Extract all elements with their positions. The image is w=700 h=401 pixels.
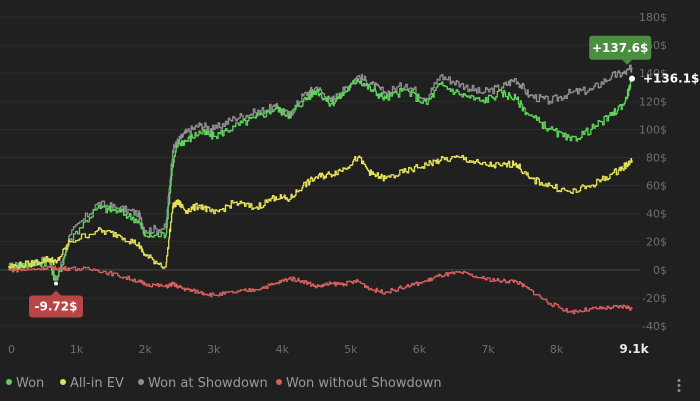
- legend-label: All-in EV: [70, 376, 124, 391]
- grid-lines: [0, 16, 640, 327]
- min-point-marker: [53, 280, 59, 287]
- x-tick-label: 2k: [138, 343, 152, 356]
- y-tick-label: 0$: [653, 264, 667, 277]
- y-tick-label: 20$: [646, 236, 667, 249]
- x-tick-label: 6k: [413, 343, 427, 356]
- y-tick-label: 80$: [646, 151, 667, 164]
- chart-legend[interactable]: Won All-in EV Won at Showdown Won without S…: [6, 376, 442, 391]
- legend-item-all-in-ev[interactable]: All-in EV: [60, 376, 124, 391]
- legend-marker: [276, 379, 282, 385]
- legend-marker: [138, 379, 144, 385]
- legend-marker: [6, 379, 12, 385]
- x-tick-label: 3k: [207, 343, 221, 356]
- x-tick-label: 1k: [70, 343, 84, 356]
- legend-item-won-without-showdown[interactable]: Won without Showdown: [276, 376, 442, 391]
- x-tick-label: 8k: [550, 343, 564, 356]
- series-line-won-at-showdown: [8, 64, 633, 282]
- series-line-won: [8, 76, 633, 285]
- legend-label: Won without Showdown: [286, 376, 442, 391]
- max-badge-label: +137.6$: [592, 41, 648, 55]
- y-tick-label: 100$: [639, 123, 667, 136]
- y-tick-label: -40$: [642, 320, 667, 333]
- y-tick-label: -20$: [642, 292, 667, 305]
- y-tick-label: 40$: [646, 208, 667, 221]
- y-axis-ticks: 180$160$140$120$100$80$60$40$20$0$-20$-4…: [639, 11, 667, 333]
- series-line-won-without-showdown: [8, 265, 633, 315]
- min-value-badge: -9.72$: [29, 290, 83, 318]
- chart-annotations: -9.72$ +137.6$ +136.1$: [29, 35, 699, 318]
- menu-icon[interactable]: [672, 378, 686, 392]
- chart-series: [8, 64, 633, 315]
- x-tick-label: 9.1k: [619, 342, 649, 356]
- legend-item-won-at-showdown[interactable]: Won at Showdown: [138, 376, 268, 391]
- min-badge-label: -9.72$: [35, 299, 78, 313]
- y-tick-label: 120$: [639, 95, 667, 108]
- x-tick-label: 0: [8, 343, 15, 356]
- x-axis-ticks: 0 1k 2k 3k 4k 5k 6k 7k 8k 9.1k: [8, 342, 650, 356]
- end-value-label: +136.1$: [643, 72, 699, 86]
- y-tick-label: 60$: [646, 180, 667, 193]
- legend-marker: [60, 379, 66, 385]
- max-value-badge: +137.6$: [589, 35, 652, 65]
- x-tick-label: 5k: [344, 343, 358, 356]
- x-tick-label: 4k: [276, 343, 290, 356]
- legend-label: Won at Showdown: [148, 376, 268, 391]
- x-tick-label: 7k: [481, 343, 495, 356]
- end-point-marker: [629, 75, 635, 82]
- legend-label: Won: [16, 376, 44, 391]
- y-tick-label: 180$: [639, 11, 667, 24]
- legend-item-won[interactable]: Won: [6, 376, 44, 391]
- series-line-all-in-ev: [8, 155, 633, 270]
- y-tick-label: 140$: [639, 67, 667, 80]
